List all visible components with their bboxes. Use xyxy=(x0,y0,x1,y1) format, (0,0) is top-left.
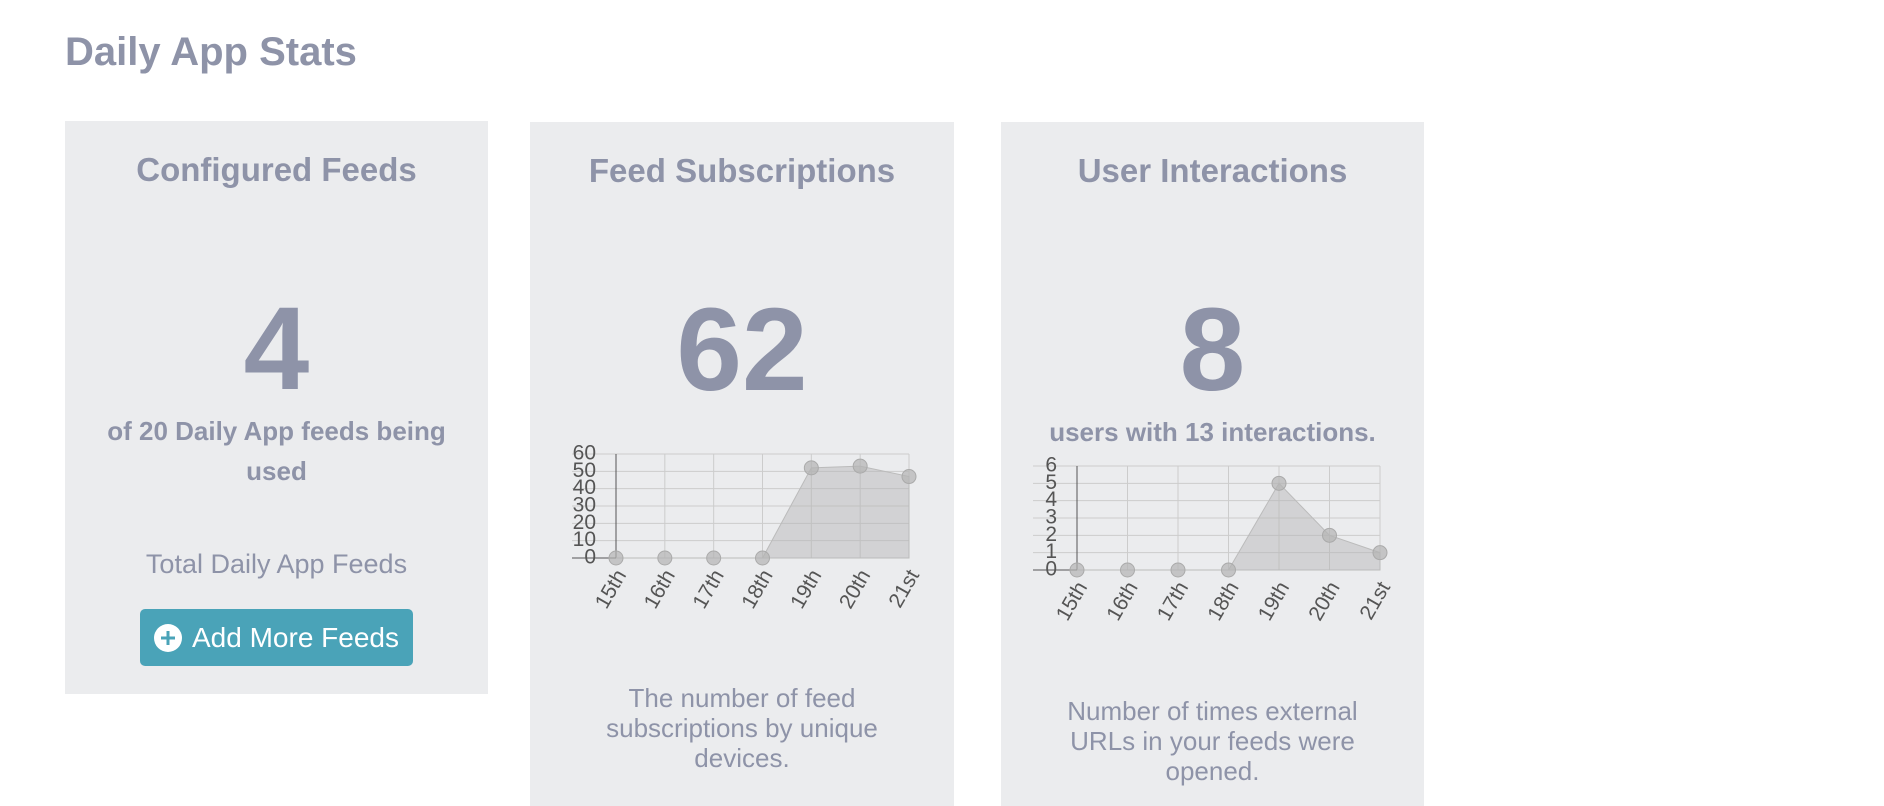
x-tick-label: 15th xyxy=(591,566,631,613)
card: User Interactions 8 users with 13 intera… xyxy=(1001,122,1424,806)
point xyxy=(1271,475,1287,491)
point xyxy=(657,550,673,566)
y-tick-label: 10 xyxy=(573,528,596,551)
card-title: User Interactions xyxy=(1077,152,1348,189)
big-number: 4 xyxy=(243,283,310,415)
point xyxy=(608,550,624,566)
y-tick-label: 60 xyxy=(573,442,596,465)
card-title: Feed Subscriptions xyxy=(588,152,896,189)
add-button[interactable]: Add More Feeds xyxy=(140,609,413,666)
point xyxy=(1069,562,1085,578)
point xyxy=(706,550,722,566)
point xyxy=(1372,545,1388,561)
x-tick-label: 18th xyxy=(737,566,777,613)
y-tick-label: 30 xyxy=(573,494,596,517)
card-caption: The number of feed subscriptions by uniq… xyxy=(606,683,878,773)
button-label[interactable]: Add More Feeds xyxy=(192,621,399,653)
y-tick-label: 3 xyxy=(1045,506,1057,529)
card-subtitle: users with 13 interactions. xyxy=(1049,417,1376,447)
point xyxy=(1120,562,1135,578)
x-tick-label: 18th xyxy=(1203,578,1243,625)
x-tick-label: 21st xyxy=(884,566,924,612)
x-tick-label: 16th xyxy=(1102,578,1142,625)
y-tick-label: 0 xyxy=(584,546,596,569)
y-tick-label: 5 xyxy=(1045,471,1057,494)
y-tick-label: 50 xyxy=(573,459,596,482)
x-tick-label: 19th xyxy=(1254,578,1294,625)
plus-icon xyxy=(154,623,182,652)
point xyxy=(1322,527,1337,543)
x-tick-label: 17th xyxy=(688,566,728,613)
card: Feed Subscriptions 62 The number of feed… xyxy=(530,122,954,806)
card-note: Total Daily App Feeds xyxy=(145,549,408,579)
x-tick-label: 16th xyxy=(640,566,680,613)
big-number: 8 xyxy=(1179,284,1246,416)
card-subtitle: of 20 Daily App feeds being used xyxy=(107,416,446,486)
point xyxy=(852,458,868,474)
y-tick-label: 4 xyxy=(1045,488,1057,511)
point xyxy=(755,550,770,566)
y-tick-label: 0 xyxy=(1045,558,1057,581)
x-tick-label: 19th xyxy=(786,566,826,613)
card: Configured Feeds 4 of 20 Daily App feeds… xyxy=(65,121,488,694)
big-number: 62 xyxy=(676,284,808,416)
card-title: Configured Feeds xyxy=(136,151,417,188)
point xyxy=(901,469,917,485)
x-tick-label: 17th xyxy=(1153,578,1193,625)
point xyxy=(1221,562,1236,578)
point xyxy=(1170,562,1186,578)
y-tick-label: 20 xyxy=(573,511,596,534)
y-tick-label: 40 xyxy=(573,476,596,499)
x-tick-label: 21st xyxy=(1355,578,1395,624)
x-tick-label: 15th xyxy=(1052,578,1092,625)
card-caption: Number of times external URLs in your fe… xyxy=(1067,696,1358,786)
point xyxy=(803,460,819,476)
x-tick-label: 20th xyxy=(1304,578,1344,625)
y-tick-label: 6 xyxy=(1045,454,1057,477)
x-tick-label: 20th xyxy=(835,566,875,613)
y-tick-label: 2 xyxy=(1045,523,1057,546)
y-tick-label: 1 xyxy=(1045,540,1057,563)
page-title: Daily App Stats xyxy=(65,30,357,74)
